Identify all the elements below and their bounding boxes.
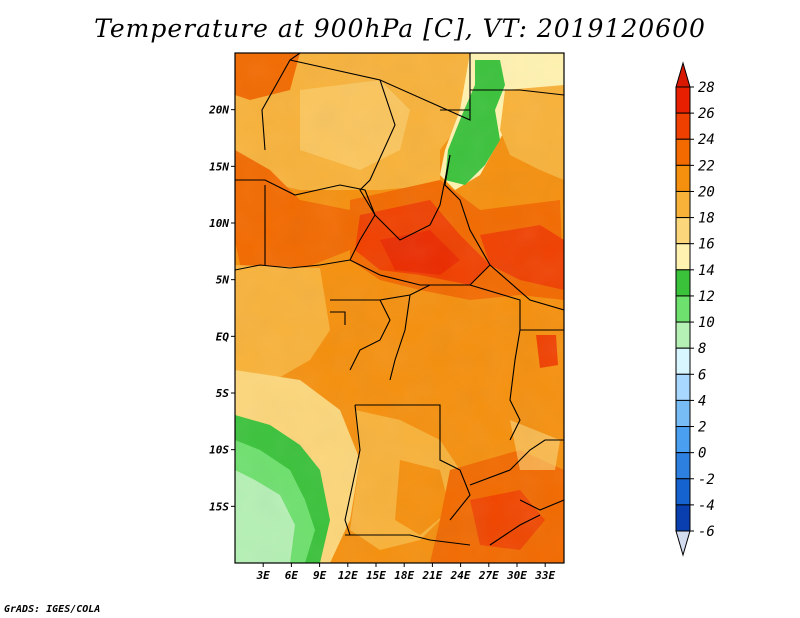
lon-tick-label: 27E [478,569,499,582]
lat-tick-label: 20N [208,104,229,117]
colorbar-bin [675,217,691,245]
colorbar-bottom-arrow [675,530,691,557]
colorbar-bin [675,112,691,140]
colorbar-label: 26 [698,106,715,122]
lon-tick-label: 6E [285,569,299,582]
colorbar-bin [675,373,691,401]
colorbar-bin [675,452,691,480]
colorbar-bin [675,478,691,506]
colorbar-label: 0 [698,446,706,462]
longitude-axis: 3E 6E 9E 12E 15E 18E 21E 24E 27E 30E 33E [256,563,556,582]
lon-tick-label: 15E [366,569,386,582]
colorbar-label: 6 [698,367,706,383]
lat-tick-label: EQ [216,330,230,343]
colorbar-bin [675,86,691,114]
colorbar-bin [675,164,691,192]
colorbar-label: 24 [698,132,715,148]
colorbar-label: 12 [698,289,715,305]
colorbar-bin [675,190,691,219]
lat-tick-label: 10S [209,444,229,457]
colorbar-bin [675,399,691,428]
colorbar-label: 20 [698,184,715,200]
colorbar-label: -2 [698,472,715,488]
lon-tick-label: 9E [313,569,327,582]
colorbar-top-arrow [675,61,691,88]
lat-tick-label: 5N [216,274,230,287]
map-title: Temperature at 900hPa [C], VT: 201912060… [94,14,706,43]
colorbar-label: 10 [698,315,715,331]
lon-tick-label: 12E [338,569,358,582]
colorbar-label: -4 [698,498,715,514]
lat-tick-label: 15S [209,500,229,513]
lon-tick-label: 24E [450,569,471,582]
country-borders [235,53,564,546]
colorbar-bin [675,321,691,349]
colorbar-label: 4 [698,393,706,409]
temperature-field [235,53,564,563]
lon-tick-label: 3E [256,569,271,582]
colorbar-bin [675,426,691,454]
colorbar-bin [675,269,691,297]
colorbar-label: -6 [698,524,715,540]
latitude-axis: 20N 15N 10N 5N EQ 5S 10S 15S [208,104,235,513]
colorbar-label: 8 [698,341,706,357]
lon-tick-label: 21E [421,569,442,582]
colorbar-label: 14 [698,263,715,279]
colorbar-bin [675,504,691,532]
colorbar-label: 22 [698,158,715,174]
colorbar-bin [675,295,691,323]
colorbar-label: 16 [698,237,715,253]
footer-credit: GrADS: IGES/COLA [4,604,101,615]
lon-tick-label: 33E [534,569,555,582]
colorbar-bin [675,347,691,375]
lon-tick-label: 18E [394,569,414,582]
colorbar-label: 2 [698,420,706,436]
colorbar-bin [675,243,691,271]
colorbar-label: 18 [698,211,715,227]
colorbar-bin [675,138,691,166]
lat-tick-label: 10N [209,217,229,230]
map-frame [234,52,565,564]
lat-tick-label: 5S [216,387,230,400]
colorbar-label: 28 [698,80,715,96]
lat-tick-label: 15N [209,160,229,173]
lon-tick-label: 30E [506,569,527,582]
